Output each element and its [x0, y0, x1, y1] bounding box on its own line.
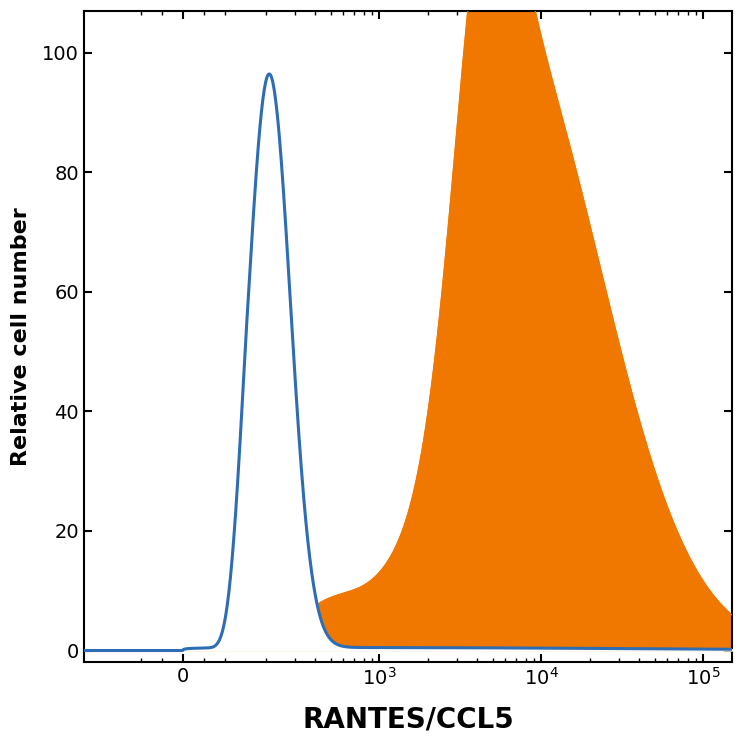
X-axis label: RANTES/CCL5: RANTES/CCL5 [302, 706, 514, 734]
Y-axis label: Relative cell number: Relative cell number [11, 207, 31, 466]
